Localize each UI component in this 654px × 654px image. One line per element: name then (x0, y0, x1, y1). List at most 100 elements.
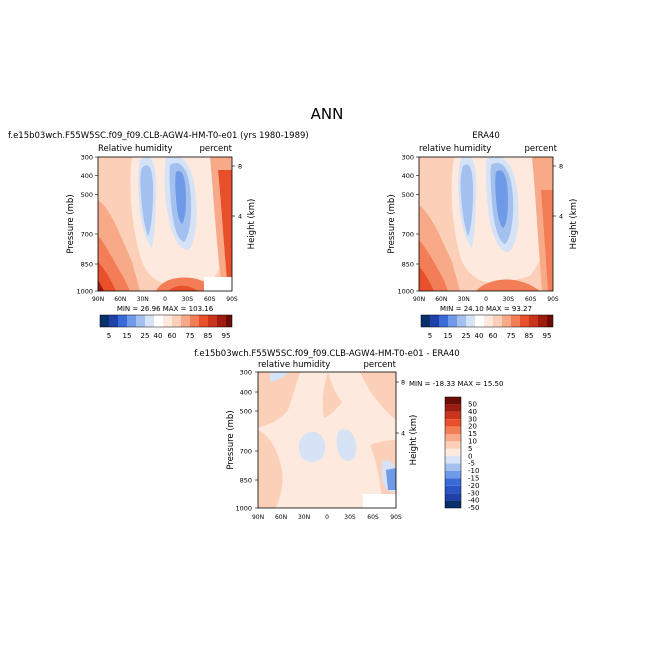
model-colorbar-label: 25 (141, 332, 150, 340)
obs-colorbar-swatch (484, 315, 493, 327)
model-xtick-label: 90S (226, 296, 238, 303)
diff-xticks: 90N 60N 30N 0 30S 60S 90S (252, 514, 402, 521)
diff-band-positive-nh-lower (258, 430, 283, 508)
diff-ytick-label: 300 (240, 369, 252, 377)
model-colorbar-label: 85 (204, 332, 213, 340)
diff-colorbar-swatch (445, 463, 461, 471)
model-y2label: Height (km) (247, 199, 257, 250)
diff-y2tick-label: 8 (401, 379, 405, 387)
model-title: f.e15b03wch.F55W5SC.f09_f09.CLB-AGW4-HM-… (8, 131, 309, 141)
diff-band-negative-nh-tropics (298, 431, 326, 462)
obs-colorbar-swatch (466, 315, 475, 327)
model-colorbar-label: 60 (168, 332, 177, 340)
diff-xtick-label: 90S (390, 514, 402, 521)
diff-contours (258, 372, 396, 508)
diff-ytick-label: 1000 (235, 505, 252, 513)
model-colorbar-swatch (181, 315, 190, 327)
diff-y2tick-label: 4 (401, 430, 405, 438)
obs-title: ERA40 (472, 131, 500, 141)
obs-xtick-label: 90N (413, 296, 425, 303)
obs-colorbar-label: 75 (507, 332, 516, 340)
model-ylabel: Pressure (mb) (66, 194, 76, 253)
obs-colorbar-frame (420, 314, 554, 328)
obs-right-label: percent (524, 144, 557, 154)
model-ytick-label: 400 (81, 172, 93, 180)
model-xtick-label: 0 (163, 296, 167, 303)
model-right-label: percent (199, 144, 232, 154)
model-band-nh-max (98, 280, 104, 291)
model-colorbar-label: 5 (107, 332, 111, 340)
diff-colorbar-label: -15 (468, 475, 479, 483)
model-colorbar-swatch (100, 315, 109, 327)
model-xtick-label: 60S (204, 296, 216, 303)
obs-ytick-label: 1000 (397, 288, 414, 296)
diff-ytick-label: 700 (240, 448, 252, 456)
model-left-label: Relative humidity (98, 144, 173, 154)
model-ytick-label: 700 (81, 231, 93, 239)
diff-colorbar-label: 40 (468, 408, 477, 416)
obs-xtick-label: 60N (435, 296, 447, 303)
model-colorbar-swatch (190, 315, 199, 327)
diff-colorbar-label: -40 (468, 497, 479, 505)
obs-colorbar: 5 15 25 40 60 75 85 95 (420, 314, 554, 340)
model-xtick-label: 30N (137, 296, 149, 303)
model-colorbar-swatch (208, 315, 217, 327)
obs-xtick-label: 30S (503, 296, 515, 303)
model-yticks: 300 400 500 700 850 1000 (76, 154, 98, 296)
diff-left-label: relative humidity (258, 360, 330, 370)
diff-band-positive-nh-upper (258, 372, 300, 428)
diff-colorbar-label: 30 (468, 415, 477, 423)
diff-min-max: MIN = -18.33 MAX = 15.50 (409, 380, 503, 388)
diff-band-positive-tropics (322, 372, 342, 418)
model-missing-data (204, 277, 232, 291)
diff-right-label: percent (363, 360, 396, 370)
obs-colorbar-swatch (430, 315, 439, 327)
page-title: ANN (311, 105, 344, 123)
obs-left-label: relative humidity (419, 144, 491, 154)
diff-colorbar-swatch (445, 448, 461, 457)
obs-xtick-label: 0 (484, 296, 488, 303)
obs-colorbar-label: 95 (543, 332, 552, 340)
obs-colorbar-label: 60 (489, 332, 498, 340)
diff-colorbar-label: 0 (468, 452, 472, 460)
model-xtick-label: 90N (92, 296, 104, 303)
model-band-tropics-dry-inner (140, 165, 154, 236)
obs-ytick-label: 500 (402, 191, 414, 199)
diff-y2label: Height (km) (409, 415, 419, 466)
obs-xtick-label: 60S (525, 296, 537, 303)
model-min-max: MIN = 26.96 MAX = 103.16 (117, 305, 214, 313)
obs-band-sh-highlat-core (541, 190, 553, 291)
diff-ytick-label: 850 (240, 477, 252, 485)
obs-band-sh-boundary (476, 279, 540, 291)
model-band-sh-boundary (156, 277, 218, 291)
diff-missing-data (363, 494, 396, 508)
diff-colorbar-swatch (445, 485, 461, 494)
diff-colorbar-label: -50 (468, 504, 479, 512)
model-ytick-label: 500 (81, 191, 93, 199)
model-xtick-label: 60N (114, 296, 126, 303)
diff-y2ticks: 8 4 (396, 379, 405, 438)
model-ytick-label: 300 (81, 154, 93, 162)
diff-xtick-label: 30S (344, 514, 356, 521)
diff-title: f.e15b03wch.F55W5SC.f09_f09.CLB-AGW4-HM-… (194, 349, 459, 359)
model-colorbar-label: 15 (123, 332, 132, 340)
diff-colorbar-swatch (445, 397, 461, 405)
obs-yticks: 300 400 500 700 850 1000 (397, 154, 419, 296)
obs-colorbar-swatch (421, 315, 430, 327)
diff-colorbar-swatch (445, 478, 461, 486)
diff-colorbar-label: 10 (468, 438, 477, 446)
diff-colorbar-label: 20 (468, 423, 477, 431)
panel-model: f.e15b03wch.F55W5SC.f09_f09.CLB-AGW4-HM-… (8, 131, 309, 340)
model-colorbar-label: 95 (222, 332, 231, 340)
obs-band-tropics-dry-inner (460, 164, 474, 236)
model-colorbar-swatch (109, 315, 118, 327)
model-colorbar-swatch (199, 315, 208, 327)
obs-y2label: Height (km) (569, 199, 579, 250)
diff-colorbar-swatch (445, 434, 461, 442)
model-colorbar-swatch (217, 315, 226, 327)
obs-colorbar-swatch (511, 315, 520, 327)
diff-band-negative-sh-surface-core (386, 468, 396, 490)
model-plot-frame (97, 156, 233, 292)
model-colorbar-swatch (127, 315, 136, 327)
